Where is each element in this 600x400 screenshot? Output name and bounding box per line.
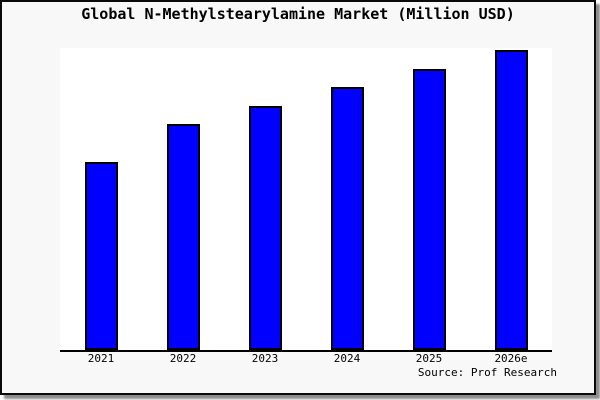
x-tick-label-2022: 2022 (169, 352, 197, 365)
bar-2021 (84, 162, 118, 350)
x-tick-label-2026e: 2026e (494, 352, 528, 365)
bar-2024 (330, 87, 364, 350)
x-axis: 2021 2022 2023 2024 2025 2026e (60, 352, 552, 368)
x-tick-label-2021: 2021 (87, 352, 115, 365)
bar-2022 (166, 124, 200, 350)
x-tick-label-2025: 2025 (415, 352, 443, 365)
x-tick-label-2023: 2023 (251, 352, 279, 365)
x-tick-label-2024: 2024 (333, 352, 361, 365)
source-note: Source: Prof Research (417, 366, 557, 379)
chart-title: Global N-Methylstearylamine Market (Mill… (81, 5, 515, 23)
bar-2025 (412, 69, 446, 350)
plot-area (60, 48, 552, 352)
bar-2026e (494, 50, 528, 350)
bar-2023 (248, 106, 282, 350)
